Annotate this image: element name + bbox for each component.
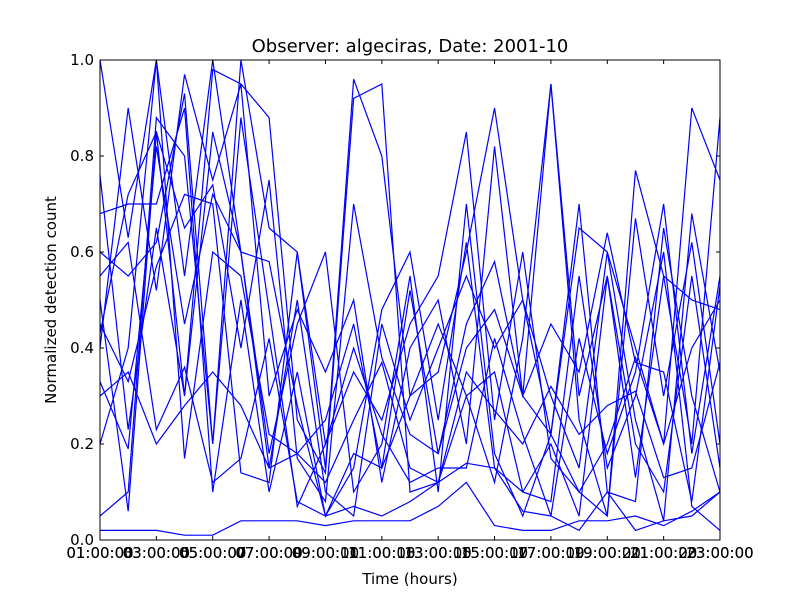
x-tick-label: 03:00:00 — [123, 544, 190, 562]
x-tick-label: 23:00:00 — [686, 544, 753, 562]
x-tick-label: 11:00:13 — [348, 544, 415, 562]
x-tick-label: 07:00:00 — [235, 544, 302, 562]
x-tick-label: 15:00:00 — [461, 544, 528, 562]
series-line-1 — [99, 59, 721, 518]
series-line-9 — [99, 93, 721, 517]
x-tick-label: 17:00:00 — [517, 544, 584, 562]
tick-layer: 01:00:0003:00:0005:00:0007:00:0009:00:00… — [66, 51, 753, 562]
x-tick-label: 23:00:00 — [686, 544, 753, 562]
x-axis-label: Time (hours) — [361, 570, 457, 588]
x-tick-label: 21:00:23 — [630, 544, 697, 562]
series-line-14 — [99, 130, 721, 504]
y-tick-label: 0.4 — [70, 339, 94, 357]
x-tick-label: 03:00:05 — [123, 544, 190, 562]
x-tick-label: 17:00:19 — [517, 544, 584, 562]
series-line-10 — [99, 146, 721, 518]
x-tick-label: 09:00:00 — [292, 544, 359, 562]
x-tick-label: 05:00:00 — [179, 544, 246, 562]
x-tick-label: 21:00:00 — [630, 544, 697, 562]
y-tick-label: 0.0 — [70, 531, 94, 549]
chart-title: Observer: algeciras, Date: 2001-10 — [252, 36, 569, 57]
series-line-6 — [99, 131, 721, 521]
series-line-12 — [99, 240, 721, 532]
y-tick-label: 1.0 — [70, 51, 94, 69]
series-line-4 — [99, 68, 721, 512]
x-tick-label: 13:00:00 — [404, 544, 471, 562]
series-line-3 — [99, 107, 721, 518]
x-tick-label: 07:00:09 — [235, 544, 302, 562]
x-tick-label: 19:00:00 — [574, 544, 641, 562]
x-tick-label: 09:00:11 — [292, 544, 359, 562]
y-axis-label: Normalized detection count — [42, 196, 60, 404]
y-tick-label: 0.8 — [70, 147, 94, 165]
series-line-11 — [100, 481, 721, 536]
series-layer — [99, 59, 721, 536]
x-tick-label: 13:00:15 — [404, 544, 471, 562]
x-tick-label: 05:00:07 — [179, 544, 246, 562]
x-tick-label: 11:00:00 — [348, 544, 415, 562]
x-tick-label: 15:00:17 — [461, 544, 528, 562]
y-tick-label: 0.6 — [70, 243, 94, 261]
plot-frame — [99, 59, 721, 541]
y-tick-label: 0.2 — [70, 435, 94, 453]
x-tick-label: 19:00:21 — [574, 544, 641, 562]
x-tick-label: 01:00:03 — [66, 544, 133, 562]
series-line-13 — [99, 360, 721, 484]
x-tick-label: 01:00:00 — [66, 544, 133, 562]
